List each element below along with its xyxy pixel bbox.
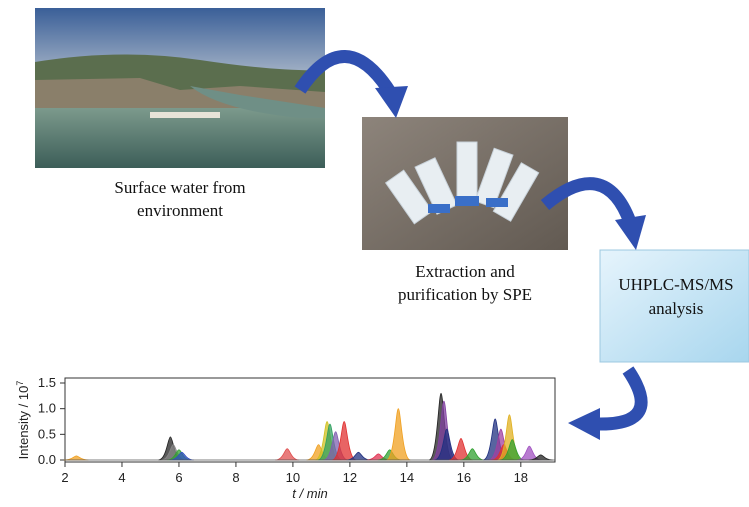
box-label: analysis bbox=[649, 299, 704, 318]
caption: environment bbox=[137, 201, 223, 220]
y-axis-label: Intensity / 107 bbox=[15, 381, 31, 460]
peak bbox=[385, 408, 411, 461]
peak bbox=[275, 448, 300, 461]
x-axis-label: t / min bbox=[292, 486, 327, 501]
caption: Surface water from bbox=[114, 178, 245, 197]
caption: purification by SPE bbox=[398, 285, 532, 304]
photo-spe-cartridges bbox=[362, 117, 568, 250]
peak bbox=[64, 455, 89, 461]
arrow-heads bbox=[375, 86, 646, 440]
arrows bbox=[294, 50, 648, 431]
photo-river bbox=[35, 8, 325, 168]
x-tick-label: 10 bbox=[286, 470, 300, 485]
x-tick-label: 18 bbox=[514, 470, 528, 485]
y-tick-label: 0.0 bbox=[38, 452, 56, 467]
x-tick-label: 6 bbox=[175, 470, 182, 485]
peak bbox=[500, 439, 525, 461]
peak bbox=[460, 448, 485, 461]
peak bbox=[528, 454, 553, 461]
y-tick-label: 1.0 bbox=[38, 401, 56, 416]
x-tick-label: 4 bbox=[118, 470, 125, 485]
y-tick-label: 0.5 bbox=[38, 426, 56, 441]
x-tick-label: 2 bbox=[61, 470, 68, 485]
x-tick-label: 8 bbox=[232, 470, 239, 485]
peak bbox=[169, 451, 194, 461]
x-tick-label: 14 bbox=[400, 470, 414, 485]
y-axis-exponent: 7 bbox=[15, 381, 25, 386]
x-tick-label: 16 bbox=[457, 470, 471, 485]
analysis-box bbox=[599, 249, 749, 363]
caption: Extraction and bbox=[415, 262, 515, 281]
box-label: UHPLC-MS/MS bbox=[618, 275, 733, 294]
y-axis-label-text: Intensity / 10 bbox=[16, 386, 31, 460]
plot-frame bbox=[64, 377, 556, 463]
x-tick-label: 12 bbox=[343, 470, 357, 485]
y-tick-label: 1.5 bbox=[38, 375, 56, 390]
peak bbox=[346, 451, 371, 461]
peak bbox=[332, 421, 357, 461]
